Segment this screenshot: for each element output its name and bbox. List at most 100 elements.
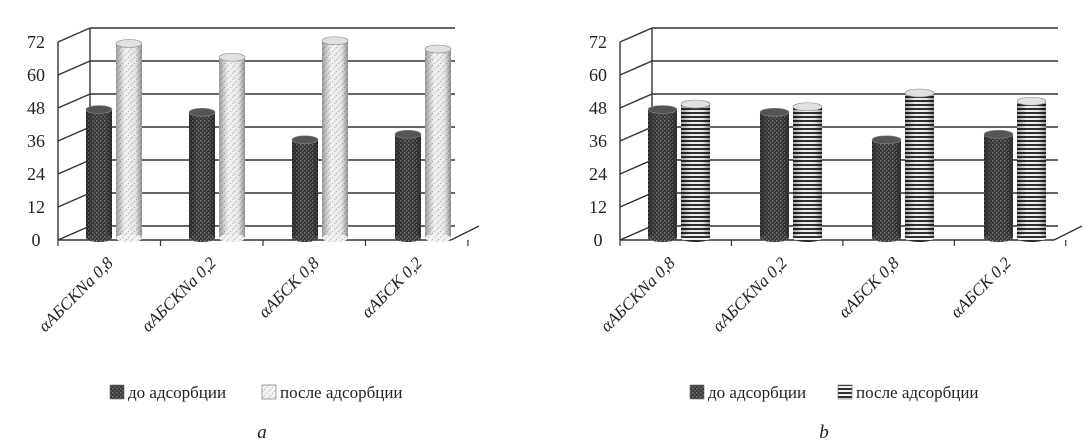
bar-before-3 <box>983 129 1014 242</box>
x-category-label: αАБСКNa 0,2 <box>709 253 792 336</box>
y-tick-label: 48 <box>589 98 607 118</box>
y-tick-label: 0 <box>32 230 41 250</box>
bar-cap <box>321 36 349 46</box>
bar-shade <box>189 112 215 238</box>
bar-cap <box>291 135 319 145</box>
x-category-label: αАБСК 0,8 <box>835 253 904 322</box>
gridline-side <box>57 60 91 76</box>
gridline-side <box>619 93 653 109</box>
gridline-side <box>619 192 653 208</box>
bar-after-2 <box>904 88 935 242</box>
bar-base <box>1017 234 1046 242</box>
bar-shade <box>760 112 789 238</box>
gridline-side <box>619 27 653 43</box>
legend-label: после адсорбции <box>856 383 979 402</box>
bar-base <box>793 234 822 242</box>
bar-base <box>116 234 142 242</box>
y-tick-label: 48 <box>27 98 45 118</box>
bar-before-2 <box>871 135 902 242</box>
bar-after-0 <box>680 99 711 242</box>
gridline-side <box>57 159 91 175</box>
x-category-label: αАБСК 0,2 <box>947 253 1016 322</box>
bar-shade <box>292 139 318 238</box>
bar-shade <box>425 49 451 238</box>
bar-cap <box>394 129 422 139</box>
bar-cap <box>792 102 823 112</box>
bar-cap <box>115 39 143 48</box>
bar-base <box>648 234 677 242</box>
chart-panel-b: 0 12 24 36 48 60 72 αАБСКNa 0,8 αАБСКNa 0,2 αАБСК… <box>589 27 1083 443</box>
bar-base <box>905 234 934 242</box>
gridline-side <box>619 126 653 142</box>
gridline-side <box>57 126 91 142</box>
bar-cap <box>1016 96 1047 106</box>
y-tick-label: 36 <box>589 131 607 151</box>
bar-base <box>760 234 789 242</box>
panel-label: a <box>257 422 267 443</box>
bar-after-1 <box>792 102 823 242</box>
bar-base <box>984 234 1013 242</box>
y-tick-label: 60 <box>589 65 607 85</box>
bar-base <box>292 234 318 242</box>
gridline-side <box>57 225 91 241</box>
bar-before-0 <box>647 105 678 242</box>
bar-base <box>219 234 245 242</box>
gridline-side <box>619 225 653 241</box>
legend-label: до адсорбции <box>128 383 226 402</box>
bar-before-1 <box>759 107 790 242</box>
gridline-side <box>619 60 653 76</box>
chart-panel-a: 0 12 24 36 48 60 72 αАБСКNa 0,8 αАБСКNa 0,2 αАБСК… <box>27 27 480 443</box>
bar-cap <box>647 105 678 114</box>
bar-cap <box>188 107 216 117</box>
bar-base <box>86 234 112 242</box>
bar-cap <box>759 107 790 117</box>
y-tick-label: 60 <box>27 65 45 85</box>
y-tick-label: 72 <box>27 32 45 52</box>
floor-edge <box>1053 225 1083 241</box>
bar-after-2 <box>321 36 349 242</box>
bar-cap <box>85 105 113 114</box>
bar-before-1 <box>188 107 216 242</box>
y-tick-label: 24 <box>589 164 607 184</box>
bar-shade <box>86 109 112 238</box>
bar-shade <box>905 93 934 238</box>
bar-after-0 <box>115 39 143 242</box>
legend-swatch <box>837 384 853 400</box>
bar-base <box>425 234 451 242</box>
bar-shade <box>648 109 677 238</box>
legend-swatch <box>109 384 125 400</box>
x-category-label: αАБСКNa 0,8 <box>597 253 680 336</box>
bar-cap <box>983 129 1014 139</box>
bar-before-2 <box>291 135 319 242</box>
bar-base <box>189 234 215 242</box>
legend-label: до адсорбции <box>708 383 806 402</box>
y-tick-label: 12 <box>27 197 45 217</box>
y-tick-label: 36 <box>27 131 45 151</box>
bar-shade <box>793 106 822 238</box>
bar-shade <box>395 134 421 238</box>
y-tick-label: 12 <box>589 197 607 217</box>
bar-shade <box>681 104 710 238</box>
bar-cap <box>680 99 711 109</box>
legend-swatch <box>261 384 277 400</box>
x-category-label: αАБСКNa 0,2 <box>138 253 221 336</box>
bar-shade <box>872 139 901 238</box>
bar-shade <box>322 40 348 238</box>
gridline-side <box>619 159 653 175</box>
bar-shade <box>1017 101 1046 238</box>
bar-shade <box>984 134 1013 238</box>
bar-shade <box>219 57 245 238</box>
bar-after-3 <box>1016 96 1047 242</box>
bar-base <box>395 234 421 242</box>
panel-label: b <box>819 422 829 443</box>
bar-shade <box>116 43 142 238</box>
bar-before-3 <box>394 129 422 242</box>
floor-edge <box>450 225 480 241</box>
bar-before-0 <box>85 105 113 242</box>
legend-swatch <box>689 384 705 400</box>
bar-cap <box>904 88 935 98</box>
gridline-side <box>57 192 91 208</box>
gridline-side <box>57 93 91 109</box>
y-tick-label: 72 <box>589 32 607 52</box>
